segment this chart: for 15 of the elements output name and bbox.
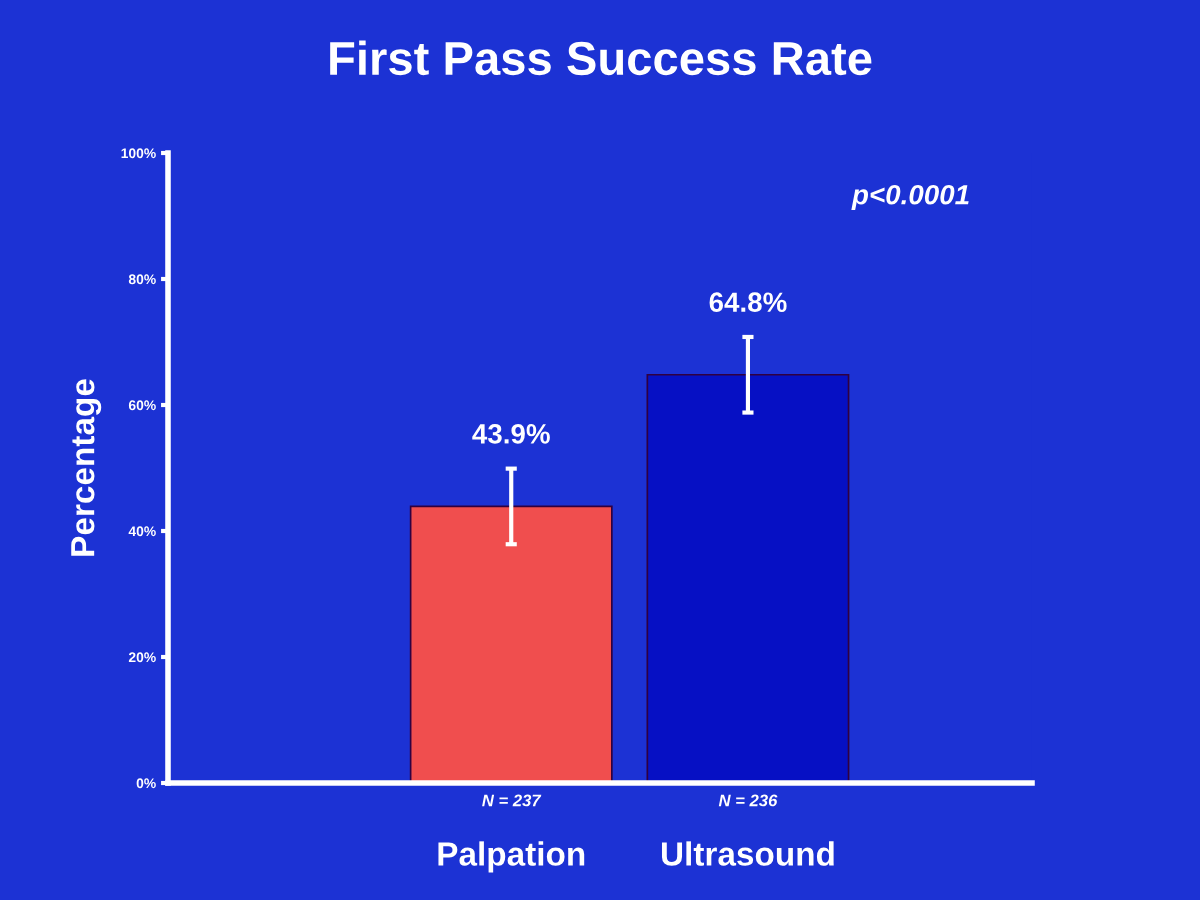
y-tick-label: 40%	[128, 526, 156, 537]
text: N = 236	[718, 794, 778, 807]
x-tick-label: Ultrasound	[661, 841, 834, 866]
annotation: p<0.0001	[851, 184, 969, 211]
y-tick-label: 0%	[136, 778, 156, 789]
y-axis-title: Percentage	[71, 379, 102, 556]
y-tick-label: 60%	[128, 400, 156, 411]
y-tick-label: 80%	[128, 274, 156, 285]
y-tick-label: 100%	[121, 148, 156, 159]
x-tick-label: Palpation	[438, 841, 585, 873]
chart-title: First Pass Success Rate	[330, 40, 872, 76]
data-label: 43.9%	[472, 424, 550, 444]
data-label: 64.8%	[709, 292, 787, 313]
text: N = 237	[482, 794, 542, 807]
y-tick-label: 20%	[128, 652, 156, 663]
